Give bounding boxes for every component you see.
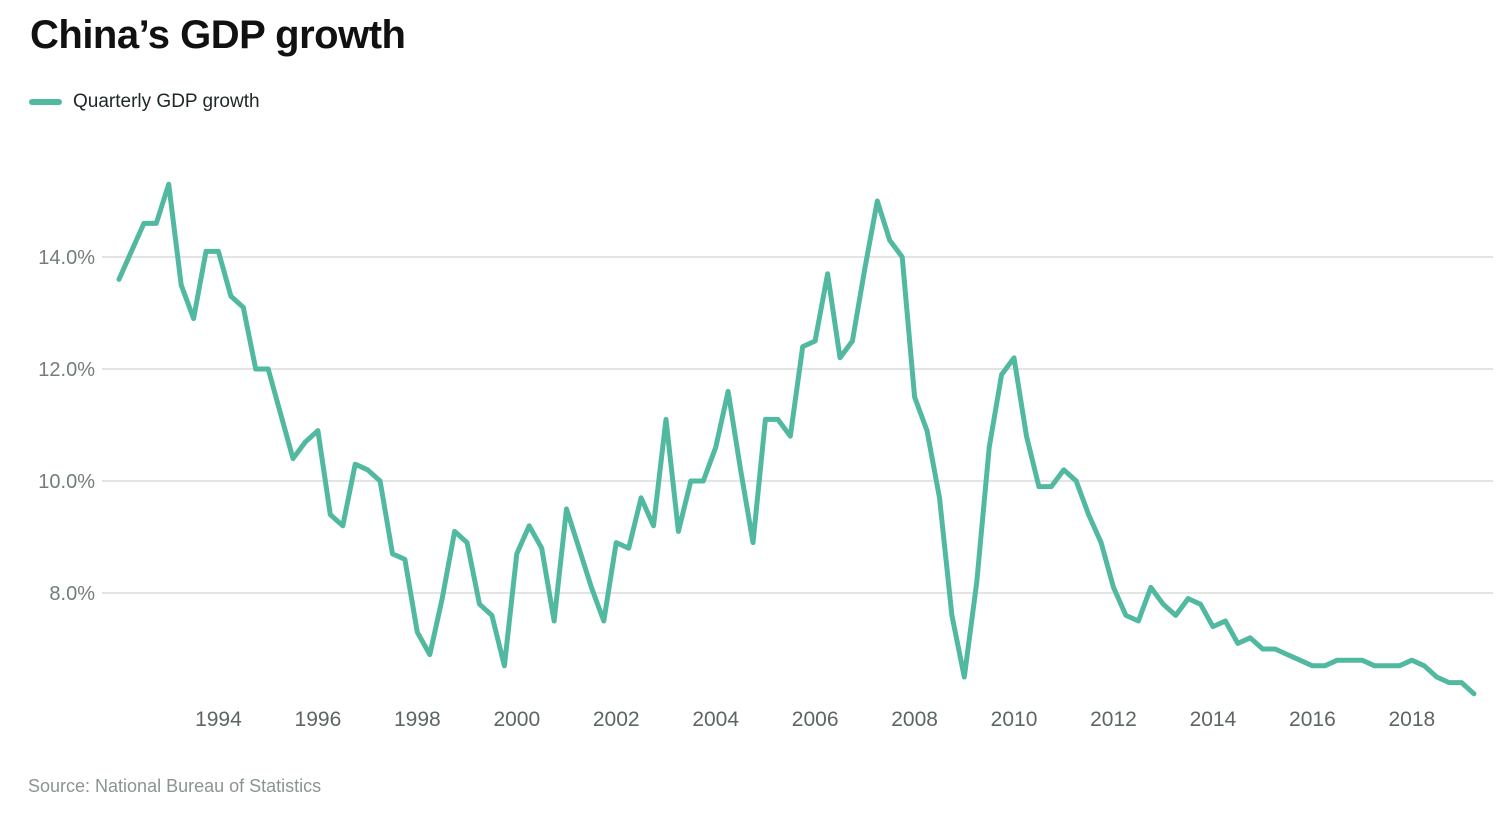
x-axis-label: 2008 — [891, 708, 938, 731]
legend-line-swatch — [29, 99, 62, 105]
y-axis-label: 10.0% — [38, 471, 95, 493]
y-axis-label: 14.0% — [38, 247, 95, 269]
y-axis-label: 12.0% — [38, 359, 95, 381]
x-axis-label: 2004 — [692, 708, 739, 731]
x-axis-label: 2002 — [593, 708, 640, 731]
x-axis-label: 2016 — [1289, 708, 1336, 731]
legend: Quarterly GDP growth — [29, 90, 260, 114]
gdp-line-chart: 14.0% 12.0% 10.0% 8.0% 1994 1996 1998 2000 2002 2… — [38, 181, 1493, 731]
chart-title: China’s GDP growth — [30, 13, 406, 57]
x-axis-label: 2018 — [1388, 708, 1435, 731]
x-axis-label: 2006 — [792, 708, 839, 731]
source-note: Source: National Bureau of Statistics — [28, 776, 322, 796]
gdp-growth-line — [116, 181, 1477, 697]
x-axis-label: 2012 — [1090, 708, 1137, 731]
legend-label: Quarterly GDP growth — [73, 91, 260, 112]
y-axis-label: 8.0% — [49, 583, 95, 605]
x-axis-label: 2010 — [991, 708, 1038, 731]
x-axis-label: 1998 — [394, 708, 441, 731]
x-axis-label: 1996 — [295, 708, 342, 731]
x-axis-label: 2000 — [493, 708, 540, 731]
x-axis-label: 1994 — [195, 708, 242, 731]
x-axis-label: 2014 — [1190, 708, 1237, 731]
